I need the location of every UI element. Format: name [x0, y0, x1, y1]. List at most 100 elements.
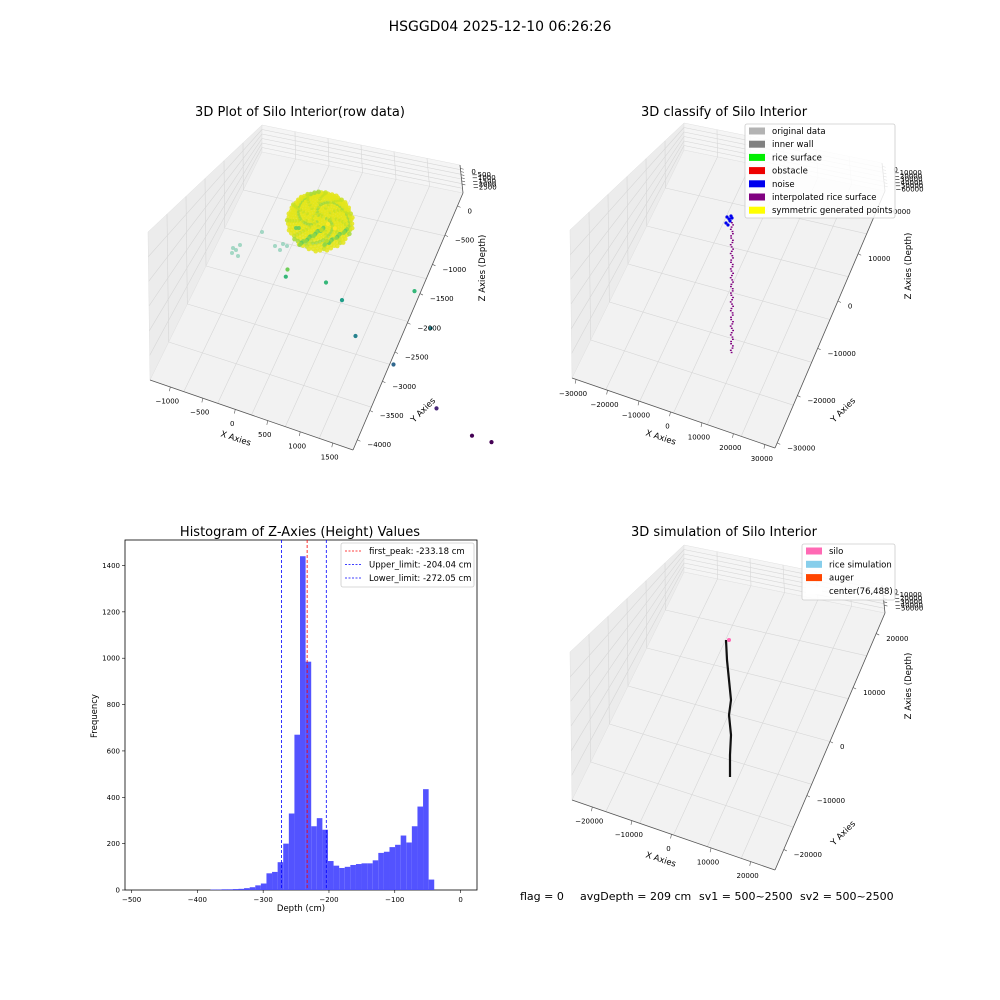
x-axis-line	[149, 379, 354, 451]
legend-label: inner wall	[772, 140, 813, 150]
surface-point	[292, 236, 297, 242]
interpolated-point	[731, 336, 734, 338]
tick-mark	[670, 834, 672, 839]
tick-label: 1200	[102, 608, 120, 616]
surface-point	[306, 246, 312, 252]
interpolated-point	[731, 303, 733, 305]
panel-histogram: Histogram of Z-Axies (Height) Values −50…	[90, 525, 478, 914]
panel2-points	[724, 214, 734, 354]
panel1-z-ticks: 0−500−1000−1500−2000−2500	[460, 168, 497, 192]
tick-mark	[763, 444, 766, 449]
interpolated-point	[732, 321, 734, 323]
tick-label: 0	[840, 743, 844, 751]
y-axis-line	[774, 190, 886, 449]
tick-mark	[574, 379, 577, 384]
tick-mark	[432, 264, 436, 267]
panel-simulation: 3D simulation of Silo Interior −20000−10…	[569, 525, 923, 880]
tick-mark	[457, 205, 461, 208]
histogram-bar	[322, 829, 328, 890]
surface-point	[335, 243, 340, 249]
legend-frame	[801, 543, 896, 601]
histogram-bar	[249, 887, 256, 890]
surface-point	[312, 190, 317, 195]
tick-mark	[777, 442, 781, 445]
interpolated-point	[730, 246, 733, 248]
interpolated-point	[730, 316, 732, 318]
tick-mark	[461, 177, 465, 179]
footer-sv2: sv2 = 500~2500	[800, 890, 894, 903]
tick-label: −100	[385, 896, 404, 904]
tick-mark	[299, 431, 301, 437]
data-point	[339, 298, 345, 303]
interpolated-point	[730, 332, 733, 334]
panel2-legend: original data inner wall rice surface obsta…	[744, 123, 896, 219]
tick-label: −40000	[895, 179, 923, 187]
interpolated-point	[729, 310, 732, 312]
interpolated-point	[731, 230, 734, 233]
panel1-xlabel: X Axies	[219, 429, 252, 448]
y-axis-line	[352, 192, 464, 451]
data-point	[428, 326, 433, 331]
panel4-y-ticks: 20000 10000 0 −10000 −20000	[783, 633, 908, 859]
tick-mark	[444, 234, 449, 237]
interpolated-point	[729, 252, 732, 255]
histogram-bar	[355, 864, 362, 890]
tick-mark	[460, 171, 465, 173]
legend-label: rice simulation	[829, 560, 892, 570]
tick-mark	[630, 820, 633, 825]
tick-mark	[883, 601, 888, 603]
noise-point	[724, 221, 728, 225]
interpolated-point	[731, 299, 733, 301]
tick-label: −10000	[894, 169, 922, 177]
data-point	[324, 238, 330, 243]
histogram-bar	[311, 826, 317, 890]
footer-avg-depth: avgDepth = 209 cm	[580, 890, 691, 903]
surface-point	[324, 248, 330, 253]
interpolated-point	[730, 259, 733, 261]
legend-label: auger	[829, 574, 854, 584]
tick-label: −1500	[430, 295, 454, 303]
data-point	[281, 242, 285, 246]
interpolated-point	[730, 340, 732, 343]
interpolated-point	[730, 351, 733, 354]
tick-label: −1500	[472, 177, 496, 185]
tick-mark	[460, 168, 464, 170]
tick-mark	[700, 422, 703, 428]
data-point	[283, 274, 288, 279]
panel3-y-ticks: 0 200 400 600 800 1000 1200 1400	[102, 562, 125, 895]
tick-label: −20000	[894, 172, 922, 180]
interpolated-point	[730, 226, 733, 228]
data-point	[278, 248, 282, 252]
legend-swatch	[806, 574, 822, 582]
panel2-xlabel: X Axies	[644, 428, 677, 447]
histogram-bar	[305, 661, 312, 890]
panel3-title: Histogram of Z-Axies (Height) Values	[180, 525, 420, 540]
legend-label: Lower_limit: -272.05 cm	[369, 574, 471, 584]
surface-rim-point	[311, 234, 316, 238]
tick-mark	[637, 401, 640, 406]
tick-mark	[234, 409, 236, 414]
tick-label: 0	[848, 302, 852, 310]
legend-swatch	[749, 167, 765, 175]
histogram-bar	[339, 867, 345, 890]
data-point	[231, 246, 235, 250]
histogram-bar	[260, 883, 267, 890]
surface-point	[305, 191, 310, 197]
interpolated-point	[731, 222, 733, 224]
surface-rim-point	[304, 239, 309, 243]
surface-rim-point	[294, 226, 298, 230]
histogram-bar	[361, 863, 368, 890]
tick-mark	[817, 348, 821, 351]
panel3-legend: first_peak: -233.18 cm Upper_limit: -204.…	[340, 542, 475, 588]
surface-point	[329, 192, 335, 197]
interpolated-point	[729, 301, 732, 303]
interpolated-point	[732, 257, 734, 259]
tick-mark	[858, 253, 862, 256]
tick-label: −30000	[894, 176, 922, 184]
z-axis-line	[459, 164, 464, 194]
tick-label: 0	[893, 588, 897, 596]
histogram-bar	[283, 843, 289, 890]
surface-point	[339, 197, 344, 203]
interpolated-point	[730, 285, 732, 288]
tick-label: 0	[458, 896, 462, 904]
